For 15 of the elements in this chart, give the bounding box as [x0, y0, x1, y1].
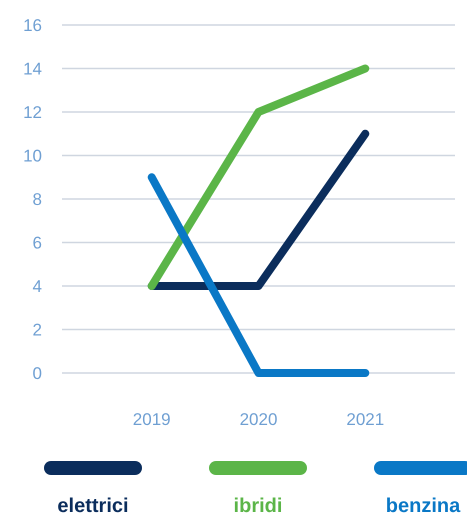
y-tick-label: 4	[32, 276, 42, 296]
y-tick-label: 16	[23, 16, 42, 35]
y-tick-label: 2	[32, 320, 42, 340]
y-tick-label: 12	[23, 102, 42, 122]
y-tick-label: 14	[23, 59, 42, 78]
legend-label: elettrici	[57, 495, 129, 515]
y-tick-label: 8	[32, 190, 42, 209]
legend-label: ibridi	[234, 495, 282, 515]
x-tick-label: 2020	[240, 410, 278, 429]
y-tick-label: 6	[32, 233, 42, 252]
x-tick-label: 2021	[346, 410, 384, 429]
y-tick-label: 0	[32, 364, 42, 383]
legend-label: benzina	[386, 495, 462, 515]
y-tick-label: 10	[23, 146, 42, 166]
x-tick-label: 2019	[132, 410, 171, 429]
